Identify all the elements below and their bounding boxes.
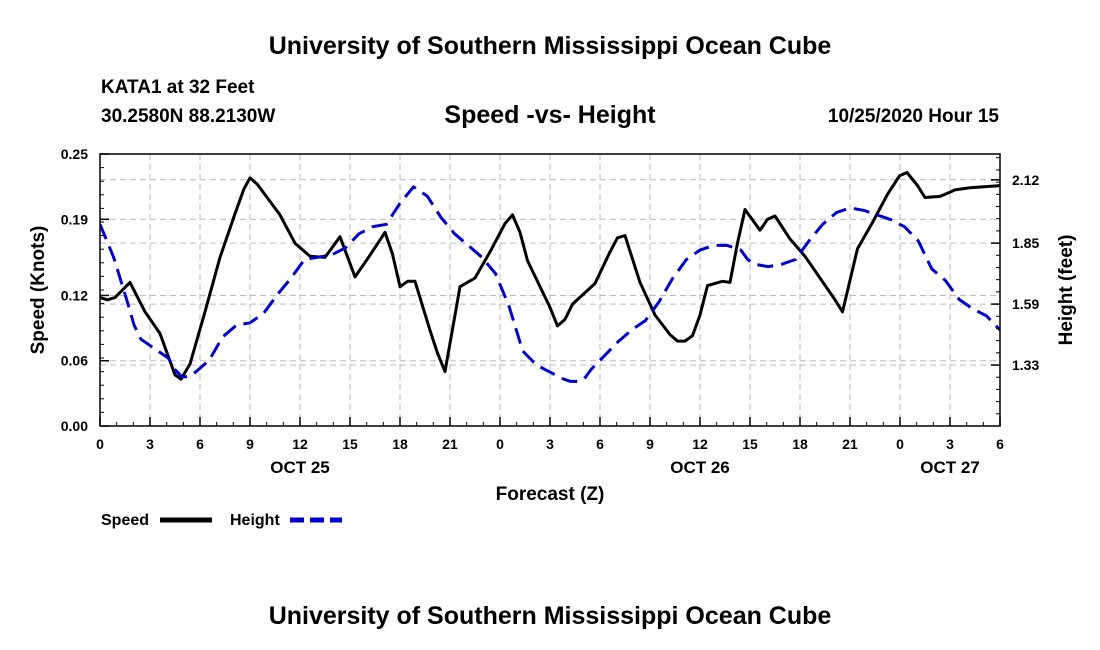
series-height-line <box>100 185 1000 383</box>
date-label: OCT 26 <box>670 458 730 477</box>
x-axis-title: Forecast (Z) <box>496 484 605 505</box>
x-tick-label: 3 <box>146 436 154 452</box>
datetime-label: 10/25/2020 Hour 15 <box>827 106 999 127</box>
x-tick-label: 15 <box>742 436 758 452</box>
x-tick-label: 3 <box>546 436 554 452</box>
y-left-tick-label: 0.12 <box>61 287 88 303</box>
x-tick-label: 12 <box>292 436 308 452</box>
x-tick-label: 0 <box>96 436 104 452</box>
legend: Speed Height <box>101 512 342 529</box>
y-axis-left-title: Speed (Knots) <box>28 226 49 355</box>
x-tick-label: 21 <box>442 436 458 452</box>
y-right-tick-label: 1.85 <box>1012 235 1039 251</box>
y-axis-right-title: Height (feet) <box>1056 235 1077 346</box>
y-right-tick-label: 1.59 <box>1012 296 1039 312</box>
y-left-tick-label: 0.06 <box>61 353 88 369</box>
chart-subtitle: Speed -vs- Height <box>444 101 656 129</box>
y-right-tick-label: 1.33 <box>1012 357 1039 373</box>
x-tick-label: 0 <box>896 436 904 452</box>
y-left-tick-label: 0.25 <box>61 146 88 162</box>
y-right-tick-label: 2.12 <box>1012 172 1039 188</box>
axes <box>99 153 1001 427</box>
x-tick-label: 3 <box>946 436 954 452</box>
date-label: OCT 25 <box>270 458 330 477</box>
station-label: KATA1 at 32 Feet <box>101 77 255 98</box>
x-tick-label: 21 <box>842 436 858 452</box>
legend-height-label: Height <box>230 512 280 529</box>
x-tick-label: 15 <box>342 436 358 452</box>
x-tick-label: 9 <box>646 436 654 452</box>
x-tick-label: 18 <box>392 436 408 452</box>
coordinates-label: 30.2580N 88.2130W <box>101 106 276 127</box>
series-lines <box>100 171 1000 383</box>
bottom-title: University of Southern Mississippi Ocean… <box>268 602 832 630</box>
grid-lines <box>100 154 1000 426</box>
x-tick-label: 18 <box>792 436 808 452</box>
top-title: University of Southern Mississippi Ocean… <box>268 32 832 60</box>
x-tick-label: 6 <box>596 436 604 452</box>
x-tick-label: 0 <box>496 436 504 452</box>
plot-frame <box>99 153 1001 427</box>
date-label: OCT 27 <box>920 458 980 477</box>
y-left-tick-label: 0.19 <box>61 211 88 227</box>
x-tick-label: 12 <box>692 436 708 452</box>
series-speed-line <box>100 171 1000 381</box>
y-left-tick-label: 0.00 <box>61 418 88 434</box>
x-tick-label: 9 <box>246 436 254 452</box>
x-tick-label: 6 <box>196 436 204 452</box>
axis-labels: Forecast (Z) Speed (Knots) Height (feet)… <box>28 146 1077 505</box>
legend-speed-label: Speed <box>101 512 149 529</box>
x-tick-label: 6 <box>996 436 1004 452</box>
